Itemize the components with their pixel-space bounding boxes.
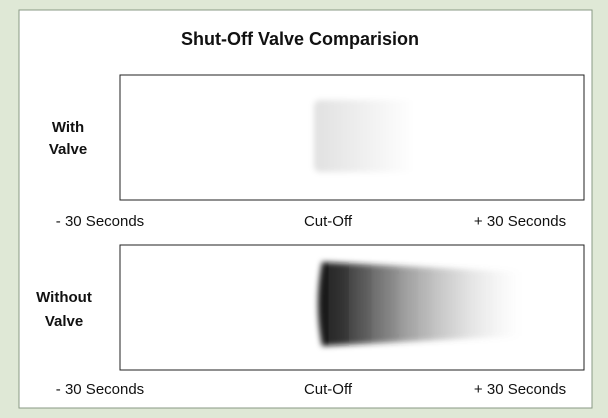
axis-label: Cut-Off xyxy=(304,213,353,230)
panel-label: With xyxy=(52,119,84,136)
axis-label: - 30 Seconds xyxy=(56,381,144,398)
axis-label: + 30 Seconds xyxy=(474,213,566,230)
panel-label: Valve xyxy=(45,313,83,330)
figure: Shut-Off Valve Comparision With Valve - … xyxy=(0,0,608,418)
panel-label: Valve xyxy=(49,141,87,158)
axis-label: - 30 Seconds xyxy=(56,213,144,230)
axis-label: Cut-Off xyxy=(304,381,353,398)
spray xyxy=(318,262,520,346)
axis-label: + 30 Seconds xyxy=(474,381,566,398)
panel-label: Without xyxy=(36,289,92,306)
title: Shut-Off Valve Comparision xyxy=(181,29,419,49)
spray xyxy=(314,100,414,172)
